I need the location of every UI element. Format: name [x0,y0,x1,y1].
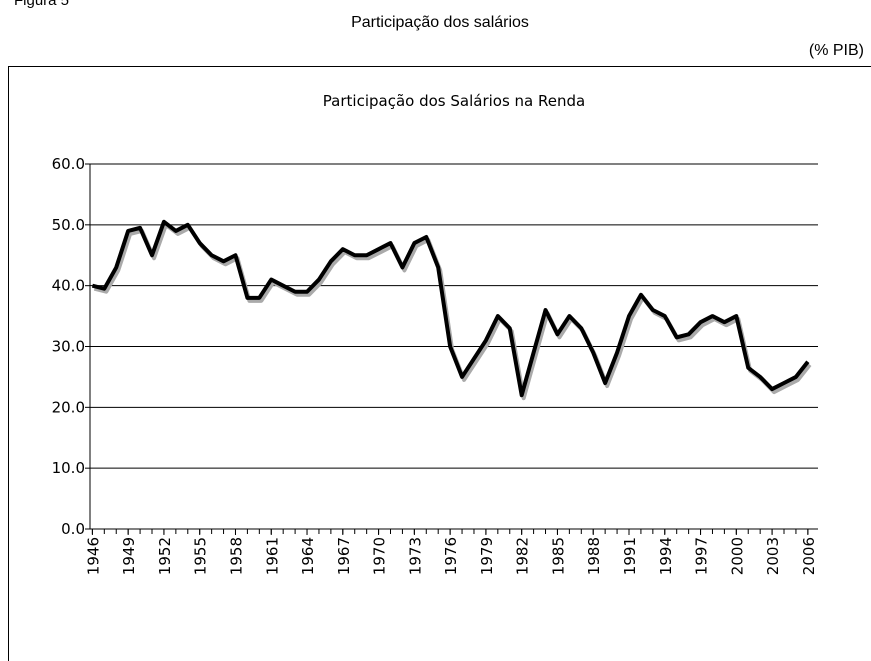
x-tick-label: 1958 [227,537,245,575]
y-tick-label: 20.0 [52,398,85,416]
x-tick-label: 1985 [549,537,567,575]
x-tick-label: 1952 [156,537,174,575]
x-tick-label: 1997 [693,537,711,575]
x-tick-label: 1949 [120,537,138,575]
y-tick-label: 0.0 [61,520,85,538]
x-tick-label: 2000 [728,537,746,575]
x-tick-label: 1964 [299,537,317,575]
figure-label: Figura 5 [14,0,69,9]
x-tick-label: 1994 [657,537,675,575]
chart-title: Participação dos Salários na Renda [323,92,585,110]
y-tick-label: 50.0 [52,216,85,234]
x-tick-label: 1982 [514,537,532,575]
x-tick-label: 2006 [800,537,818,575]
line-shadow [93,222,812,401]
y-tick-label: 30.0 [52,338,85,356]
x-tick-label: 1961 [263,537,281,575]
x-tick-label: 2003 [764,537,782,575]
x-tick-label: 1979 [478,537,496,575]
y-tick-label: 40.0 [52,277,85,295]
x-tick-label: 1988 [585,537,603,575]
x-tick-label: 1970 [371,537,389,575]
x-tick-label: 1973 [406,537,424,575]
x-tick-label: 1976 [442,537,460,575]
x-tick-label: 1967 [335,537,353,575]
x-tick-label: 1955 [192,537,210,575]
y-tick-label: 60.0 [52,155,85,173]
line [91,219,810,398]
y-tick-label: 10.0 [52,459,85,477]
x-tick-label: 1991 [621,537,639,575]
chart-frame [8,66,871,661]
x-tick-label: 1946 [84,537,102,575]
unit: (% PIB) [809,42,864,59]
heading: Participação dos salários [351,14,529,31]
